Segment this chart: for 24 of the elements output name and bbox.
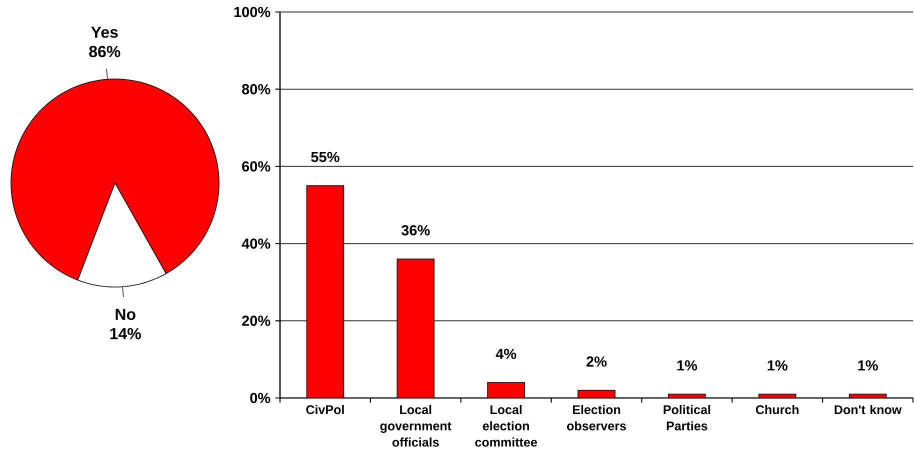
data-label: 4%	[496, 348, 516, 359]
data-label: 1%	[768, 360, 788, 371]
y-tick-label: 100%	[234, 6, 270, 18]
y-tick-label: 0%	[250, 392, 270, 404]
data-label: 14%	[110, 328, 141, 340]
slice-label: Yes	[91, 26, 118, 38]
x-tick-label: Political Parties	[664, 404, 710, 430]
x-tick-label: Local election committee	[475, 404, 537, 447]
data-label: 1%	[677, 360, 698, 371]
y-tick-label: 40%	[242, 238, 270, 249]
x-tick-label: Church	[756, 404, 799, 414]
y-tick-label: 20%	[242, 316, 270, 326]
data-label: 36%	[401, 225, 430, 236]
slice-label: No	[116, 308, 136, 320]
data-label: 86%	[89, 46, 120, 58]
x-tick-label: CivPol	[306, 404, 344, 414]
y-tick-label: 80%	[242, 84, 270, 94]
data-label: 1%	[858, 360, 878, 371]
y-tick-label: 60%	[242, 161, 270, 172]
x-tick-label: Don't know	[834, 404, 902, 414]
x-tick-label: Local government officials	[380, 404, 452, 447]
data-label: 55%	[311, 152, 340, 162]
x-tick-label: Election observers	[567, 404, 626, 430]
data-label: 2%	[586, 356, 607, 367]
